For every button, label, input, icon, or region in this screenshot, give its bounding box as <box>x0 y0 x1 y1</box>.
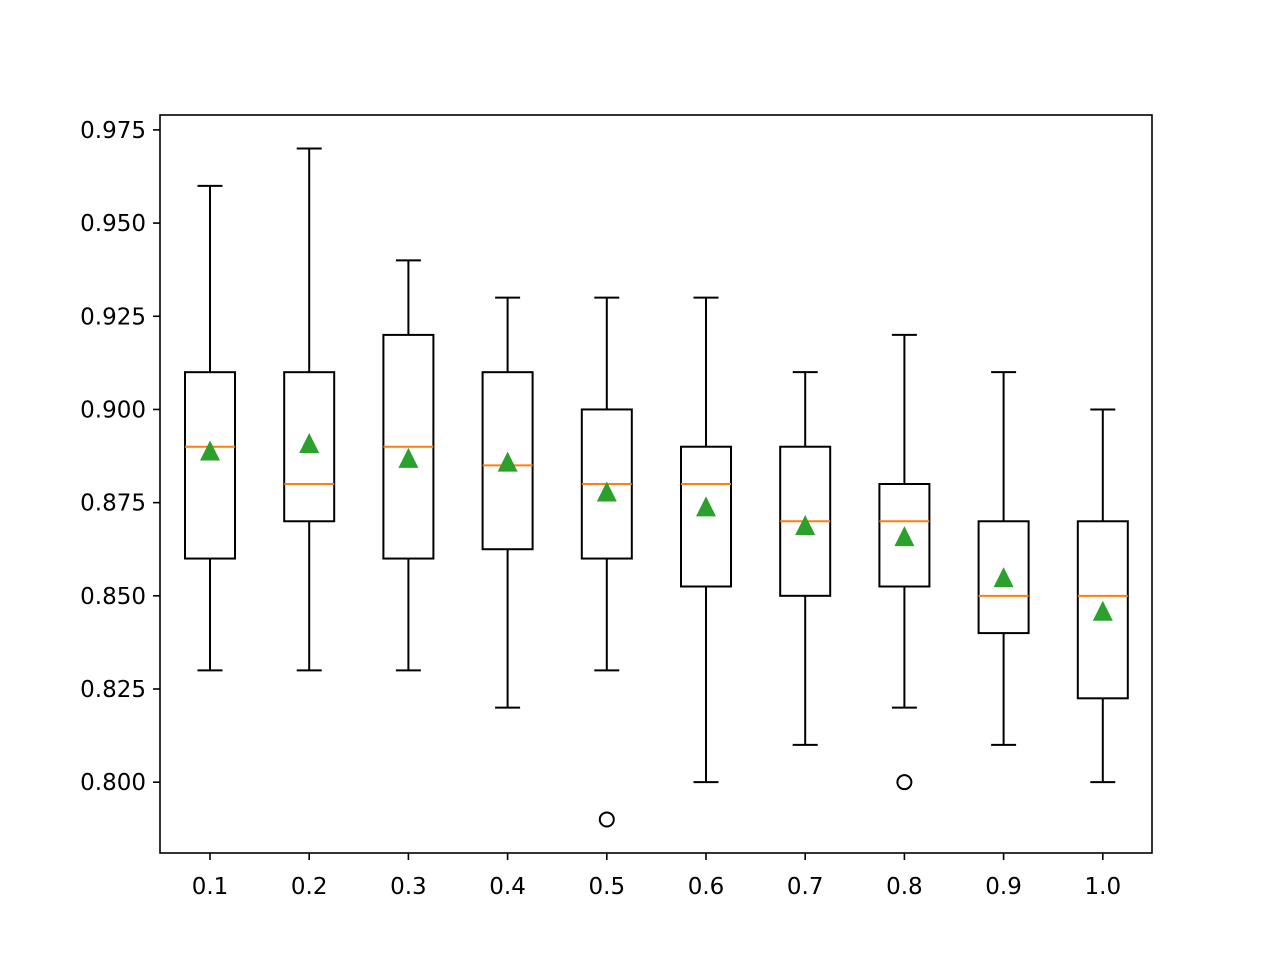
x-tick-label: 0.6 <box>688 874 725 900</box>
mean-marker <box>497 451 518 472</box>
box-0.8 <box>878 333 931 791</box>
x-tick-label: 0.1 <box>192 874 229 900</box>
plot-frame <box>159 114 1153 854</box>
box-iqr <box>977 520 1030 635</box>
mean-marker <box>1092 600 1113 621</box>
box-1.0 <box>1076 408 1129 784</box>
box-0.4 <box>481 296 534 709</box>
box-iqr <box>1076 520 1129 700</box>
mean-marker <box>200 440 220 461</box>
mean-marker <box>795 515 816 535</box>
box-iqr <box>184 371 236 560</box>
y-tick-label: 0.900 <box>80 397 146 423</box>
box-0.7 <box>779 371 832 746</box>
y-tick-label: 0.875 <box>80 491 146 517</box>
y-tick-label: 0.800 <box>80 770 146 796</box>
box-iqr <box>680 445 732 588</box>
box-0.1 <box>184 184 236 672</box>
box-0.6 <box>680 296 732 784</box>
y-tick-label: 0.850 <box>80 584 146 610</box>
x-tick-label: 0.3 <box>390 874 427 900</box>
x-axis: 0.1 0.2 0.3 0.4 0.5 0.6 0.7 0.8 0.9 1.0 <box>192 853 1121 900</box>
mean-marker <box>299 433 320 453</box>
boxes-group <box>184 147 1129 828</box>
y-tick-label: 0.925 <box>80 304 146 330</box>
mean-marker <box>398 447 419 468</box>
mean-marker <box>993 567 1014 588</box>
y-axis: 0.800 0.825 0.850 0.875 0.900 0.925 0.950 0.975 <box>80 118 160 796</box>
box-0.2 <box>283 147 336 672</box>
x-tick-label: 0.4 <box>489 874 526 900</box>
mean-marker <box>596 481 617 502</box>
box-0.3 <box>382 259 435 672</box>
y-tick-label: 0.950 <box>80 211 146 237</box>
box-0.9 <box>977 371 1030 746</box>
box-iqr <box>481 371 534 551</box>
box-iqr <box>878 483 931 588</box>
mean-marker <box>894 526 915 547</box>
x-tick-label: 0.5 <box>589 874 626 900</box>
box-iqr <box>283 371 336 523</box>
y-tick-label: 0.825 <box>80 677 146 703</box>
x-tick-label: 0.7 <box>787 874 824 900</box>
outlier-marker <box>598 811 615 828</box>
x-tick-label: 0.9 <box>985 874 1022 900</box>
box-0.5 <box>580 296 633 828</box>
y-tick-label: 0.975 <box>80 118 146 144</box>
outlier-marker <box>896 774 913 791</box>
x-tick-label: 0.2 <box>291 874 328 900</box>
x-tick-label: 1.0 <box>1085 874 1122 900</box>
x-tick-label: 0.8 <box>886 874 923 900</box>
mean-marker <box>696 496 716 517</box>
